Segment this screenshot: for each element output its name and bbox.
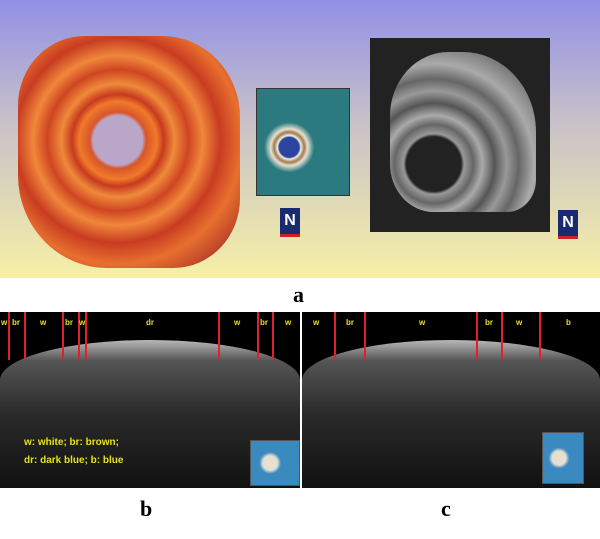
panel-label-a: a: [293, 282, 304, 307]
marker-label: br: [485, 318, 493, 327]
ct-slice-image: [370, 38, 550, 232]
marker-label: w: [419, 318, 426, 327]
ct-object: [390, 52, 536, 212]
marker-label: w: [79, 318, 86, 327]
boundary-marker-line: [501, 312, 503, 360]
panel-label-c: c: [441, 496, 451, 521]
boundary-marker-line: [272, 312, 274, 360]
color-legend: w: white; br: brown; dr: dark blue; b: b…: [24, 434, 123, 470]
boundary-marker-line: [8, 312, 10, 360]
bead-inset-photo: [250, 440, 300, 486]
orientation-compass-icon: N: [558, 210, 578, 239]
boundary-marker-line: [364, 312, 366, 360]
legend-line: w: white; br: brown;: [24, 437, 119, 448]
marker-label: w: [40, 318, 47, 327]
3d-volume-render: [18, 36, 240, 268]
bead-photo: [256, 88, 350, 196]
marker-label: w: [234, 318, 241, 327]
boundary-marker-line: [334, 312, 336, 360]
boundary-marker-line: [24, 312, 26, 360]
marker-label: br: [12, 318, 20, 327]
marker-label: w: [313, 318, 320, 327]
legend-line: dr: dark blue; b: blue: [24, 455, 124, 466]
marker-label: br: [260, 318, 268, 327]
boundary-marker-line: [78, 312, 80, 360]
boundary-marker-line: [62, 312, 64, 360]
marker-label: w: [285, 318, 292, 327]
boundary-marker-line: [218, 312, 220, 360]
panel-b-oct-image: w br w br w dr w br w w: white; br: brow…: [0, 312, 300, 488]
panel-label-b: b: [140, 496, 153, 521]
orientation-compass-icon: N: [280, 208, 300, 237]
boundary-marker-line: [257, 312, 259, 360]
marker-label: br: [65, 318, 73, 327]
panel-a-3d-renders: N N: [0, 0, 600, 278]
bead-inset-photo: [542, 432, 584, 484]
marker-label: w: [1, 318, 8, 327]
boundary-marker-line: [539, 312, 541, 360]
marker-label: br: [346, 318, 354, 327]
boundary-marker-line: [476, 312, 478, 360]
marker-label: w: [516, 318, 523, 327]
panel-c-oct-image: w br w br w b: [302, 312, 600, 488]
marker-label: b: [566, 318, 571, 327]
boundary-marker-line: [85, 312, 87, 360]
marker-label: dr: [146, 318, 154, 327]
